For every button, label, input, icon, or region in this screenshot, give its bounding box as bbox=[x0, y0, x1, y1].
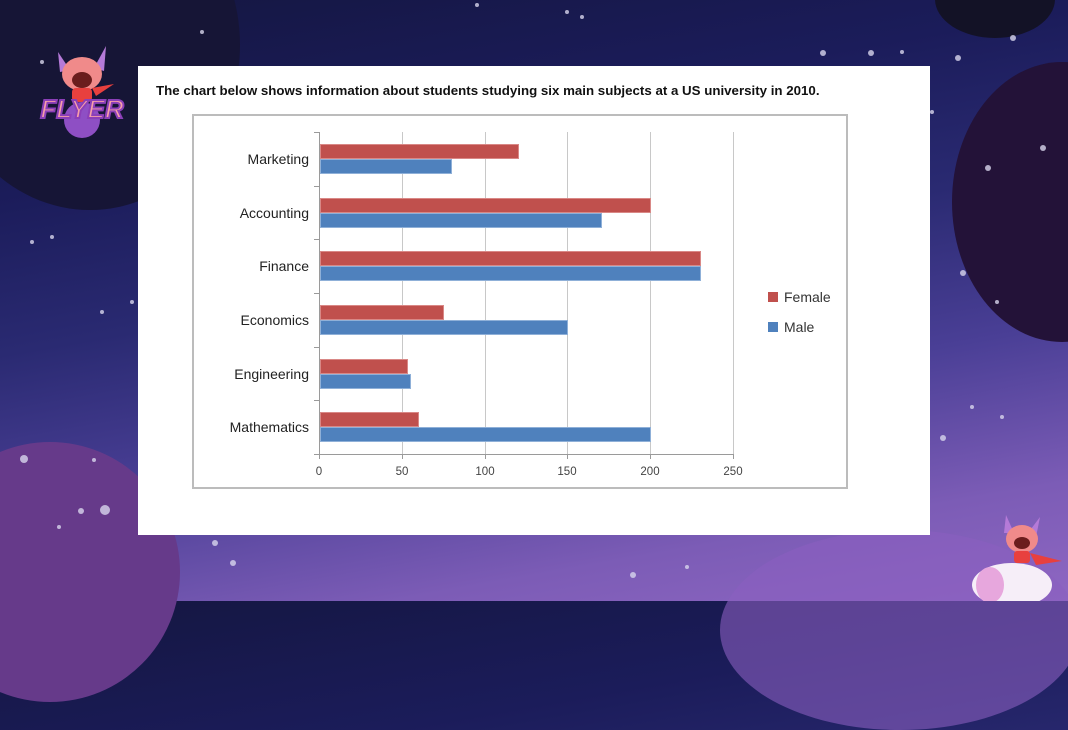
flyer-mascot-logo-icon: FLYER bbox=[39, 46, 125, 138]
star-icon bbox=[580, 15, 584, 19]
star-icon bbox=[995, 300, 999, 304]
category-label: Mathematics bbox=[229, 419, 309, 436]
star-icon bbox=[685, 565, 689, 569]
star-icon bbox=[930, 110, 934, 114]
x-tick bbox=[402, 454, 403, 459]
category-label: Engineering bbox=[234, 365, 309, 382]
star-icon bbox=[230, 560, 236, 566]
star-icon bbox=[20, 455, 28, 463]
bar-female bbox=[320, 412, 420, 428]
bar-female bbox=[320, 251, 701, 267]
y-tick bbox=[314, 400, 319, 401]
star-icon bbox=[985, 165, 991, 171]
star-icon bbox=[50, 235, 54, 239]
star-icon bbox=[1040, 145, 1046, 151]
x-tick-label: 150 bbox=[557, 466, 577, 478]
chart-title: The chart below shows information about … bbox=[156, 83, 820, 98]
y-axis bbox=[319, 132, 320, 454]
legend-label: Male bbox=[784, 319, 815, 335]
chart-frame: 0 50 100 150 200 250 Marketing Accounting Financ… bbox=[192, 114, 848, 489]
star-icon bbox=[955, 55, 961, 61]
category-label: Finance bbox=[259, 258, 309, 275]
flyer-logo: FLYER bbox=[36, 38, 128, 138]
legend-item: Male bbox=[768, 312, 831, 342]
star-icon bbox=[970, 405, 974, 409]
bar-female bbox=[320, 197, 652, 213]
star-icon bbox=[100, 505, 110, 515]
x-tick bbox=[567, 454, 568, 459]
planet-decoration bbox=[952, 62, 1068, 342]
x-tick bbox=[319, 454, 320, 459]
star-icon bbox=[565, 10, 569, 14]
bar-female bbox=[320, 358, 408, 374]
bar-male bbox=[320, 266, 701, 282]
y-tick bbox=[314, 347, 319, 348]
svg-text:FLYER: FLYER bbox=[40, 94, 124, 124]
star-icon bbox=[92, 458, 96, 462]
legend-item: Female bbox=[768, 282, 831, 312]
star-icon bbox=[630, 572, 636, 578]
star-icon bbox=[900, 50, 904, 54]
plot-area: 0 50 100 150 200 250 Marketing Accounting Financ… bbox=[230, 132, 743, 478]
corner-mascot bbox=[970, 505, 1066, 607]
x-tick-label: 100 bbox=[475, 466, 495, 478]
category-label: Marketing bbox=[247, 150, 309, 167]
legend-swatch-icon bbox=[768, 322, 778, 332]
star-icon bbox=[100, 310, 104, 314]
star-icon bbox=[820, 50, 826, 56]
x-tick-label: 200 bbox=[640, 466, 660, 478]
star-icon bbox=[78, 508, 84, 514]
category-label: Accounting bbox=[239, 204, 309, 221]
star-icon bbox=[130, 300, 134, 304]
x-tick-label: 250 bbox=[723, 466, 743, 478]
bar-male bbox=[320, 158, 453, 174]
star-icon bbox=[960, 270, 966, 276]
gridline bbox=[650, 132, 651, 454]
star-icon bbox=[212, 540, 218, 546]
bar-male bbox=[320, 373, 412, 389]
x-tick bbox=[485, 454, 486, 459]
bar-male bbox=[320, 319, 569, 335]
x-tick-label: 50 bbox=[395, 466, 409, 478]
y-tick bbox=[314, 186, 319, 187]
bar-female bbox=[320, 304, 445, 320]
gridline bbox=[567, 132, 568, 454]
legend-label: Female bbox=[784, 289, 831, 305]
star-icon bbox=[30, 240, 34, 244]
x-tick bbox=[733, 454, 734, 459]
chart-card: The chart below shows information about … bbox=[138, 66, 930, 535]
star-icon bbox=[1000, 415, 1004, 419]
y-tick bbox=[314, 454, 319, 455]
star-icon bbox=[868, 50, 874, 56]
star-icon bbox=[57, 525, 61, 529]
star-icon bbox=[940, 435, 946, 441]
bar-female bbox=[320, 143, 519, 159]
gridline bbox=[733, 132, 734, 454]
gridline bbox=[402, 132, 403, 454]
flyer-mascot-rocket-icon bbox=[972, 515, 1062, 607]
bar-male bbox=[320, 212, 602, 228]
x-axis bbox=[314, 454, 734, 455]
star-icon bbox=[475, 3, 479, 7]
y-tick bbox=[314, 293, 319, 294]
y-tick bbox=[314, 132, 319, 133]
x-tick-label: 0 bbox=[315, 466, 323, 478]
star-icon bbox=[1010, 35, 1016, 41]
x-tick bbox=[650, 454, 651, 459]
star-icon bbox=[40, 60, 44, 64]
bar-male bbox=[320, 427, 652, 443]
category-label: Economics bbox=[240, 311, 309, 328]
gridline bbox=[485, 132, 486, 454]
legend-swatch-icon bbox=[768, 292, 778, 302]
chart-legend: Female Male bbox=[768, 282, 831, 342]
y-tick bbox=[314, 239, 319, 240]
star-icon bbox=[200, 30, 204, 34]
planet-decoration bbox=[935, 0, 1055, 38]
